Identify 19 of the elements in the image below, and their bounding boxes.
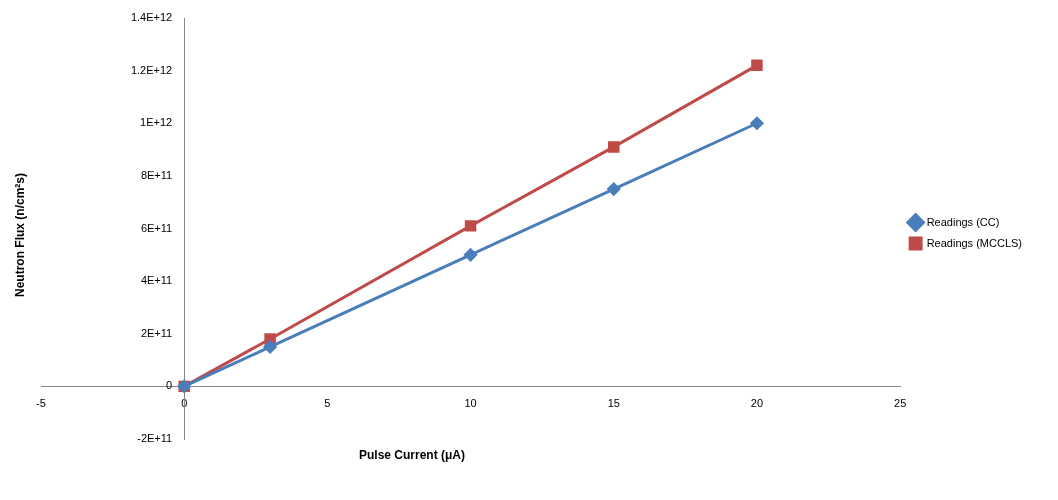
y-tick-label: 1.4E+12: [130, 11, 173, 24]
y-axis-title: Neutron Flux (n/cm²s): [13, 172, 27, 298]
legend-label: Readings (CC): [926, 215, 1000, 228]
x-tick-label: -5: [36, 397, 46, 410]
y-tick-label: 6E+11: [140, 221, 173, 234]
y-tick-label: 0: [166, 379, 173, 392]
y-tick-label: 1.2E+12: [130, 63, 173, 76]
y-tick-label: 4E+11: [140, 274, 173, 287]
y-tick-label: 8E+11: [140, 168, 173, 181]
y-tick-label: 2E+11: [140, 326, 173, 339]
x-axis-title: Pulse Current (μA): [358, 448, 466, 462]
y-tick-label: -2E+11: [137, 432, 173, 445]
x-tick-label: 20: [750, 397, 764, 410]
x-tick-label: 10: [464, 397, 477, 410]
y-tick-label: 1E+12: [140, 116, 173, 129]
legend-label: Readings (MCCLS): [926, 236, 1023, 249]
x-tick-label: 5: [324, 397, 331, 410]
x-tick-label: 15: [607, 397, 620, 410]
x-tick-label: 25: [894, 397, 907, 410]
